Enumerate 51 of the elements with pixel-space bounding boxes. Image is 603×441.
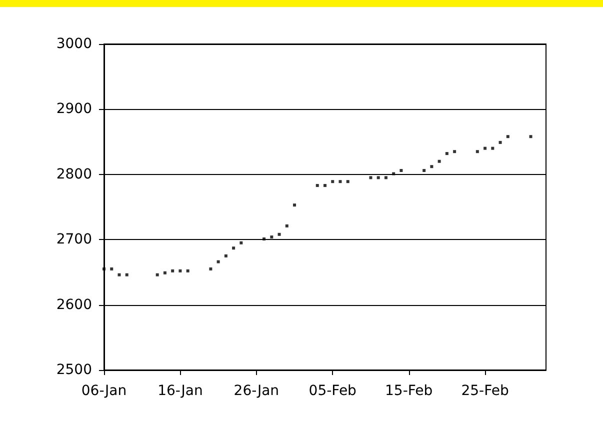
point [476,150,479,154]
point [400,168,403,172]
point [369,176,372,180]
point [422,168,426,172]
point [118,273,121,276]
point [216,260,220,264]
point [506,135,510,138]
x-tick-label: 26-Jan [234,383,280,399]
point [376,176,380,180]
point [186,269,190,272]
point [156,273,159,276]
point [110,267,114,270]
point [453,150,456,154]
x-tick-label: 05-Feb [308,383,357,399]
y-tick-label: 2500 [56,362,92,378]
y-tick-label: 3000 [56,36,92,52]
x-tick-label: 16-Jan [158,383,203,399]
point [171,269,174,272]
point [392,172,396,176]
point [316,184,319,187]
point [102,267,106,270]
point [285,224,288,228]
point [331,180,334,184]
point [338,180,342,184]
point [430,165,434,168]
point [438,160,441,163]
point [209,267,212,270]
point [346,180,350,184]
point [125,273,128,276]
point [224,254,228,258]
x-tick-label: 25-Feb [461,383,509,399]
point [262,237,266,240]
x-tick-label: 06-Jan [81,383,127,399]
point [270,235,274,238]
point [293,204,296,207]
point [484,146,487,150]
point [445,152,448,156]
point [178,269,182,272]
point [232,246,236,250]
point [498,140,502,144]
x-tick-label: 15-Feb [385,383,433,399]
point [324,184,326,187]
y-tick-label: 2700 [56,232,92,248]
y-tick-label: 2900 [56,101,92,118]
y-tick-label: 2800 [56,166,92,182]
point [384,176,388,180]
point [491,146,494,150]
point [278,232,281,236]
y-tick-label: 2600 [56,296,92,313]
point [240,241,243,244]
point [163,271,166,274]
